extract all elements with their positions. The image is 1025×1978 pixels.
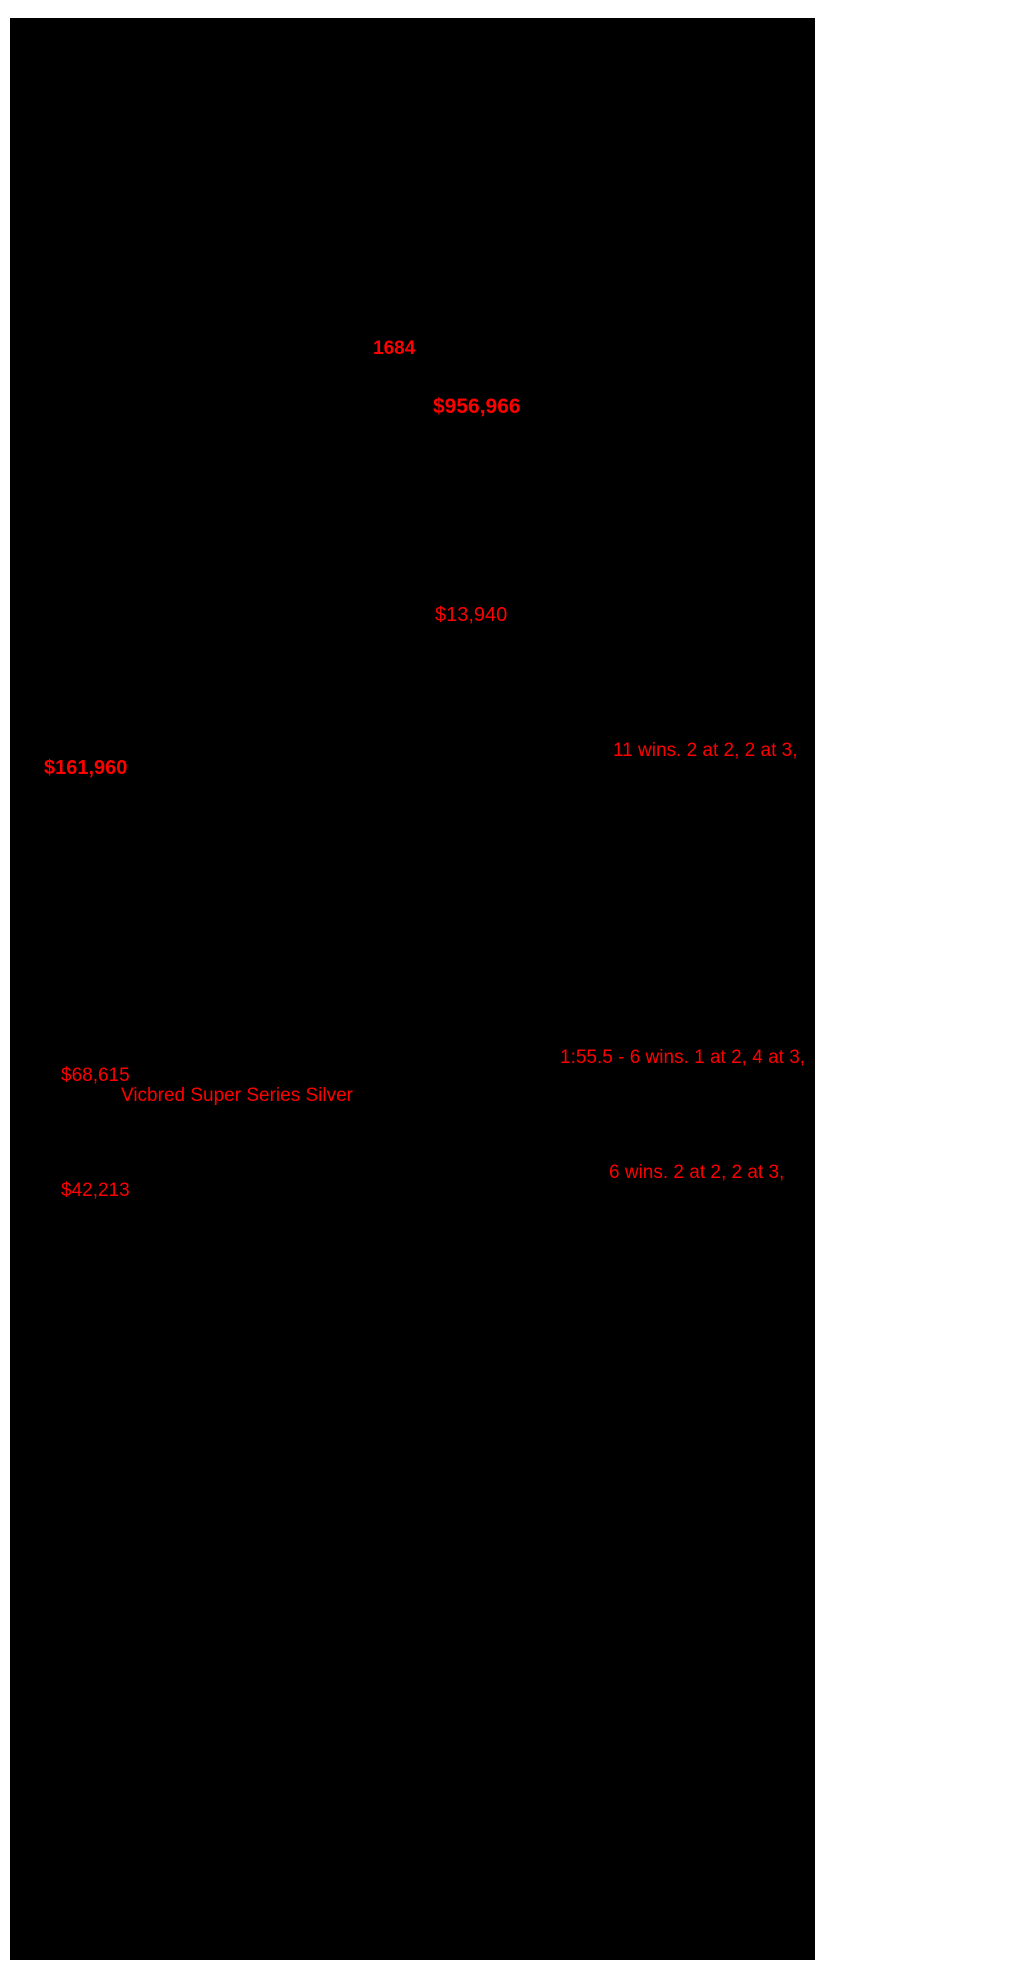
race-record-b: 1:55.5 - 6 wins. 1 at 2, 4 at 3, xyxy=(560,1047,806,1068)
earnings-value-c: $68,615 xyxy=(61,1065,130,1086)
redaction-overlay xyxy=(10,18,815,1960)
earnings-value-b: $161,960 xyxy=(44,757,128,779)
race-record-c: 6 wins. 2 at 2, 2 at 3, xyxy=(609,1162,785,1183)
race-name-label: Vicbred Super Series Silver xyxy=(121,1085,353,1106)
total-earnings-value: $956,966 xyxy=(433,395,521,418)
earnings-value-d: $42,213 xyxy=(61,1180,130,1201)
race-record-a: 11 wins. 2 at 2, 2 at 3, xyxy=(613,740,798,761)
earnings-value-a: $13,940 xyxy=(435,604,508,626)
progeny-count-value: 1684 xyxy=(373,338,416,359)
